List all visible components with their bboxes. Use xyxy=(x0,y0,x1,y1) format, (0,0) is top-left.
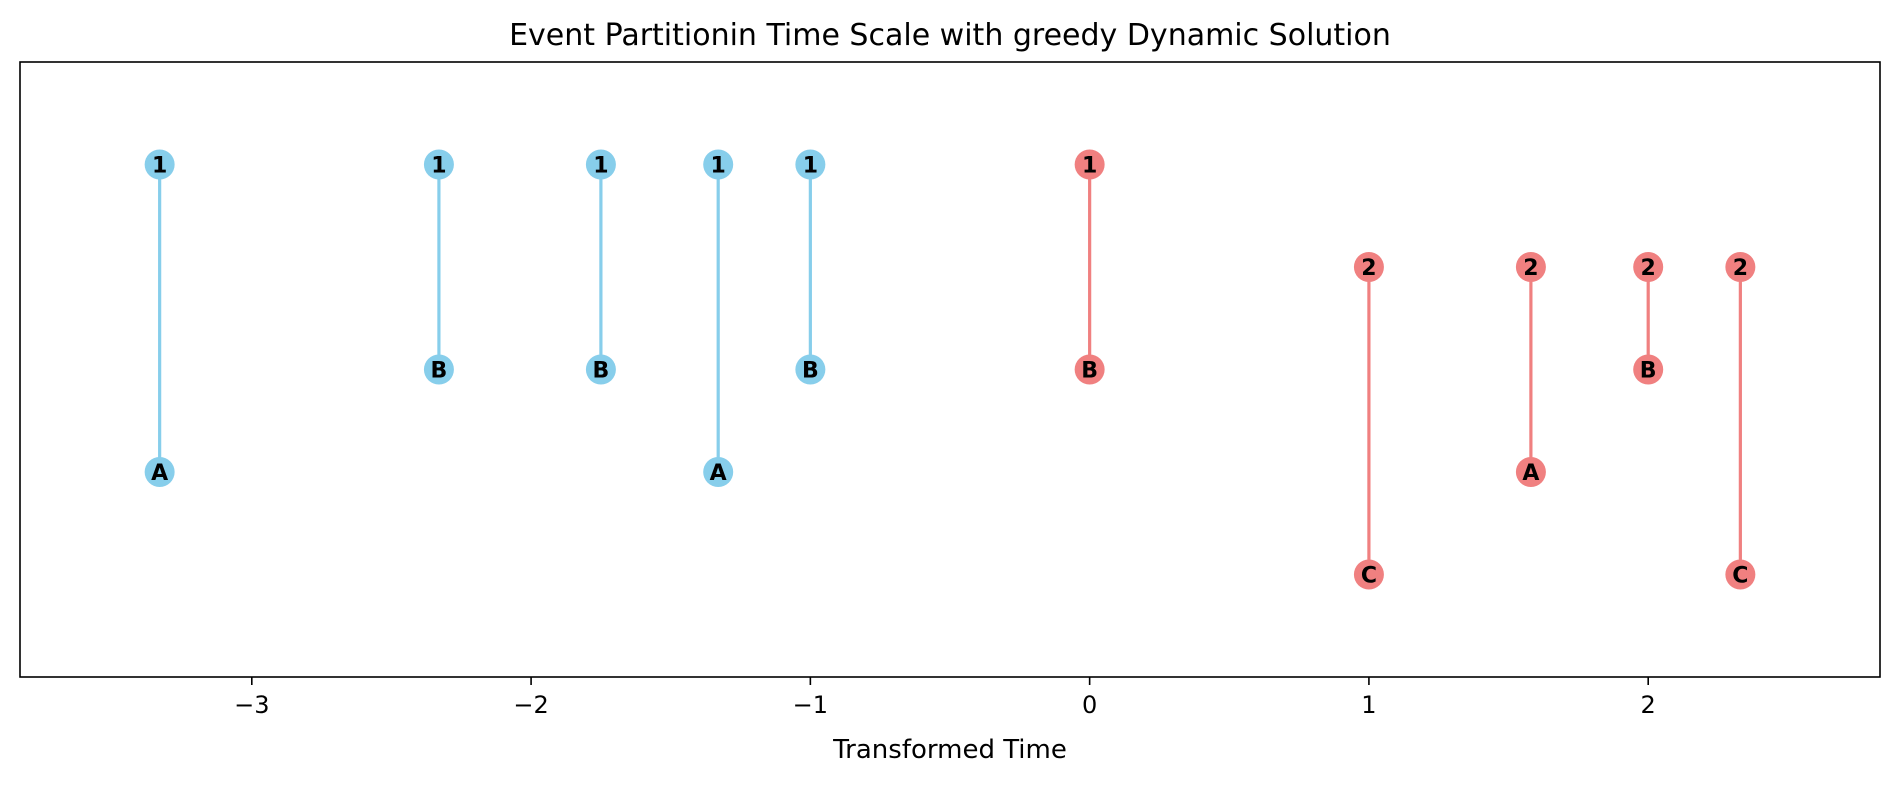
event-point-label: B xyxy=(1640,359,1657,384)
event-point-label: B xyxy=(1081,359,1098,384)
event-point-label: A xyxy=(710,461,727,486)
event-line: 1A xyxy=(144,149,175,487)
event-point-label: 2 xyxy=(1361,256,1376,281)
event-point xyxy=(144,457,175,487)
x-tick-label: 2 xyxy=(1641,691,1656,719)
event-point-label: B xyxy=(593,359,610,384)
event-point-label: 1 xyxy=(711,154,726,179)
event-point xyxy=(1725,559,1756,590)
event-point xyxy=(795,149,826,180)
event-line: 1B xyxy=(1074,149,1105,385)
event-point xyxy=(585,354,616,385)
event-point xyxy=(1725,252,1756,282)
event-point xyxy=(703,149,734,180)
event-line: 1B xyxy=(423,149,454,385)
event-point-label: 2 xyxy=(1641,256,1656,281)
event-point xyxy=(1353,559,1384,590)
x-axis: −3 −2 −1 0 1 2 xyxy=(234,677,1656,719)
event-point xyxy=(1633,354,1664,385)
event-point-label: 1 xyxy=(803,154,818,179)
event-point xyxy=(585,149,616,180)
event-point-label: 2 xyxy=(1523,256,1538,281)
x-tick-label: −3 xyxy=(234,691,269,719)
event-point xyxy=(1353,252,1384,282)
event-point-label: B xyxy=(431,359,448,384)
event-line: 2C xyxy=(1353,252,1384,590)
event-point-label: A xyxy=(1522,461,1539,486)
event-point xyxy=(703,457,734,487)
x-axis-label: Transformed Time xyxy=(832,735,1067,765)
chart-title: Event Partitionin Time Scale with greedy… xyxy=(509,18,1391,53)
event-point-label: B xyxy=(802,359,819,384)
x-tick-label: −2 xyxy=(513,691,548,719)
event-line: 2A xyxy=(1515,252,1546,487)
event-point xyxy=(1515,252,1546,282)
event-point xyxy=(423,354,454,385)
event-point xyxy=(1074,149,1105,180)
x-tick-label: 1 xyxy=(1361,691,1376,719)
event-point xyxy=(1074,354,1105,385)
event-point-label: A xyxy=(151,461,168,486)
event-line: 1B xyxy=(585,149,616,385)
event-line: 1A xyxy=(703,149,734,487)
event-point xyxy=(144,149,175,180)
event-line: 1B xyxy=(795,149,826,385)
event-point-label: 1 xyxy=(152,154,167,179)
event-point xyxy=(795,354,826,385)
event-line: 2B xyxy=(1633,252,1664,385)
event-point-label: C xyxy=(1732,564,1748,589)
event-point xyxy=(1633,252,1664,282)
event-point xyxy=(423,149,454,180)
event-point xyxy=(1515,457,1546,487)
event-point-label: 1 xyxy=(593,154,608,179)
event-point-label: 1 xyxy=(431,154,446,179)
event-line: 2C xyxy=(1725,252,1756,590)
event-point-label: C xyxy=(1361,564,1377,589)
x-tick-label: 0 xyxy=(1082,691,1097,719)
x-tick-label: −1 xyxy=(793,691,828,719)
plot-frame xyxy=(19,61,1881,678)
event-point-label: 2 xyxy=(1733,256,1748,281)
event-point-label: 1 xyxy=(1082,154,1097,179)
